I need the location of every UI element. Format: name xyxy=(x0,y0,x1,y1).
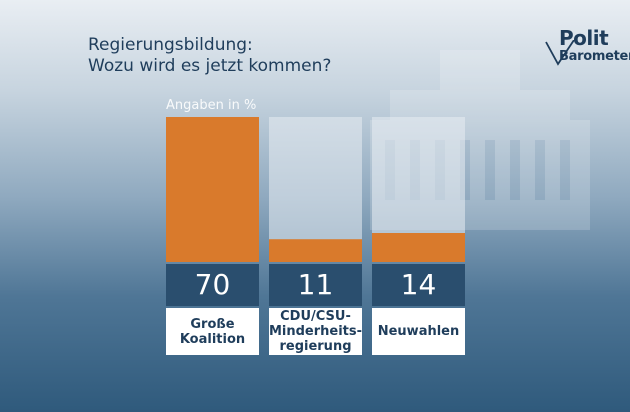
logo-line-1: Polit xyxy=(559,26,609,50)
bar xyxy=(166,117,259,262)
category-label-line: regierung xyxy=(279,339,352,354)
category-label-line: Große xyxy=(190,316,235,332)
bar xyxy=(269,239,362,262)
category-label-line: Minderheits- xyxy=(268,324,363,339)
checkmark-icon xyxy=(545,40,575,66)
chart-title: Regierungsbildung: Wozu wird es jetzt ko… xyxy=(88,35,331,77)
logo-line-2: Barometer xyxy=(559,49,630,64)
politbarometer-logo: Polit Barometer xyxy=(545,26,630,70)
value-label: 11 xyxy=(269,264,362,306)
category-label: Neuwahlen xyxy=(372,308,465,355)
unit-label: Angaben in % xyxy=(166,98,257,113)
value-label: 14 xyxy=(372,264,465,306)
chart-title-line-1: Regierungsbildung: xyxy=(88,35,253,55)
category-label-line: CDU/CSU- xyxy=(280,309,351,324)
category-label-line: Neuwahlen xyxy=(377,324,460,339)
category-label-line: Koalition xyxy=(179,331,246,347)
category-label: CDU/CSU- Minderheits-regierung xyxy=(269,308,362,355)
bar xyxy=(372,233,465,262)
category-label: Große Koalition xyxy=(166,308,259,355)
bar-track xyxy=(269,117,362,262)
value-label: 70 xyxy=(166,264,259,306)
chart-title-line-2: Wozu wird es jetzt kommen? xyxy=(88,56,332,76)
